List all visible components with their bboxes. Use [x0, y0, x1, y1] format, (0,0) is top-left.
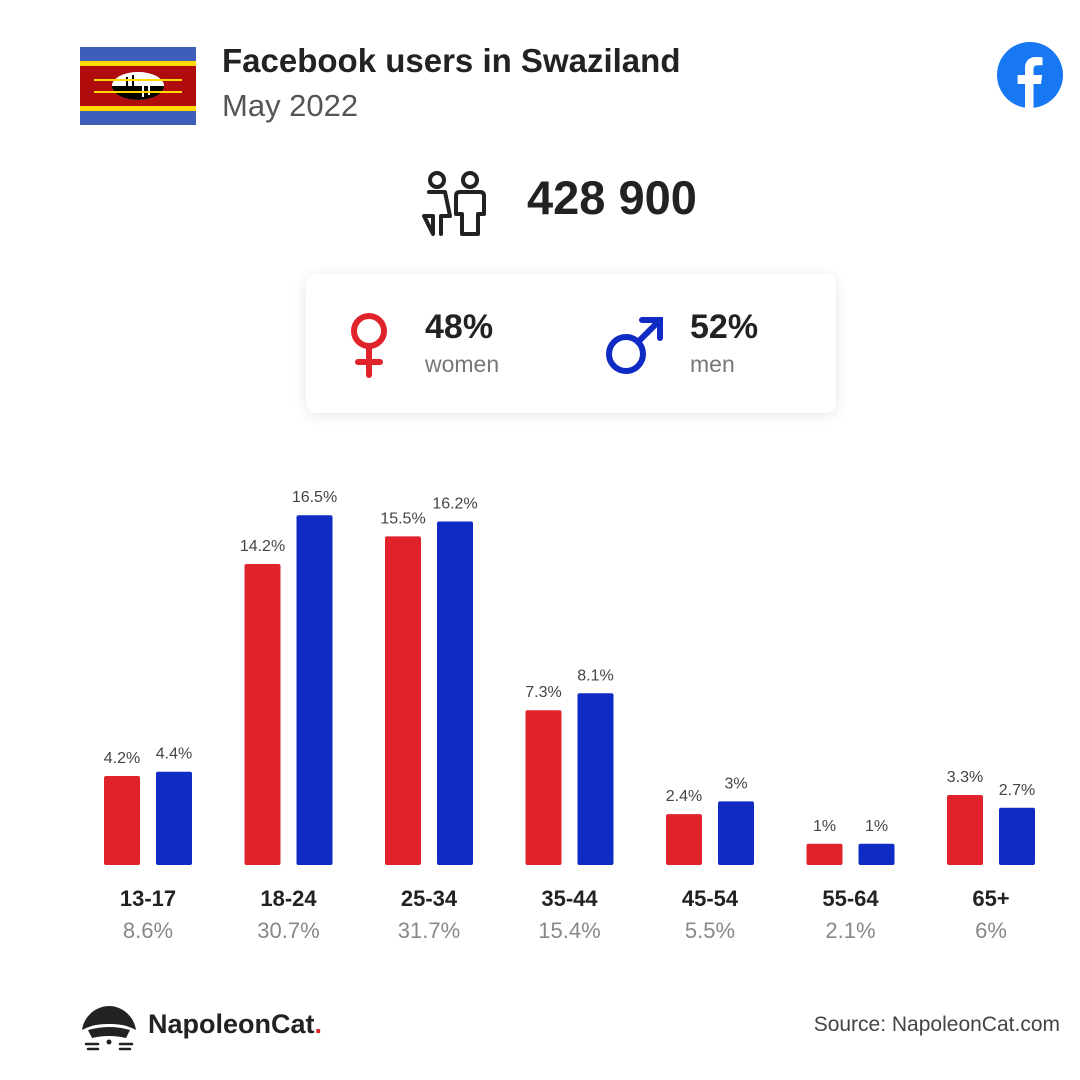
- bar-women-55-64: [806, 843, 843, 865]
- women-label: women: [425, 351, 500, 377]
- male-icon: [606, 317, 663, 374]
- gender-split-card: 48% women 52% men: [306, 274, 836, 413]
- bar-men-45-54: [718, 801, 754, 865]
- bar-women-45-54: [666, 814, 702, 865]
- female-icon: [351, 313, 387, 378]
- age-gender-bar-chart: 4.2% 4.4% 13-17 8.6% 14.2% 16.5% 18-24 30.7% 15.…: [104, 489, 1035, 943]
- bar-value-label-women-35-44: 7.3%: [525, 684, 561, 701]
- age-group-label-55-64: 55-64: [822, 886, 879, 911]
- bar-value-label-men-13-17: 4.4%: [156, 746, 192, 763]
- bar-women-13-17: [104, 775, 140, 865]
- age-group-share-13-17: 8.6%: [123, 918, 173, 943]
- women-percent: 48%: [425, 308, 494, 346]
- age-group-share-18-24: 30.7%: [257, 918, 319, 943]
- age-group-label-25-34: 25-34: [401, 886, 458, 911]
- napoleoncat-logo-icon: [82, 1006, 136, 1051]
- age-group-label-35-44: 35-44: [541, 886, 598, 911]
- bar-value-label-men-65+: 2.7%: [999, 782, 1035, 799]
- age-group-label-65+: 65+: [972, 886, 1009, 911]
- bar-value-label-women-65+: 3.3%: [947, 769, 983, 786]
- brand-name: NapoleonCat: [148, 1009, 315, 1039]
- bar-value-label-men-35-44: 8.1%: [577, 667, 613, 684]
- bar-men-65+: [999, 807, 1035, 865]
- bar-value-label-women-13-17: 4.2%: [104, 750, 140, 767]
- age-group-label-13-17: 13-17: [120, 886, 176, 911]
- bar-value-label-women-25-34: 15.5%: [380, 510, 425, 527]
- men-percent: 52%: [690, 308, 759, 346]
- napoleoncat-brand: NapoleonCat.: [148, 1009, 322, 1040]
- page-subtitle: May 2022: [222, 88, 359, 123]
- total-users-count: 428 900: [527, 171, 697, 224]
- age-group-share-25-34: 31.7%: [398, 918, 460, 943]
- bar-value-label-women-45-54: 2.4%: [666, 788, 702, 805]
- age-group-share-35-44: 15.4%: [538, 918, 600, 943]
- users-icon: [422, 171, 486, 236]
- age-group-share-65+: 6%: [975, 918, 1007, 943]
- brand-dot: .: [314, 1009, 323, 1039]
- bar-value-label-men-18-24: 16.5%: [292, 489, 337, 506]
- page-title: Facebook users in Swaziland: [222, 42, 681, 79]
- age-group-share-45-54: 5.5%: [685, 918, 735, 943]
- bar-men-35-44: [577, 693, 614, 865]
- bar-men-18-24: [296, 515, 333, 865]
- bar-women-25-34: [385, 536, 421, 865]
- bar-value-label-men-25-34: 16.2%: [432, 496, 477, 513]
- bar-value-label-women-55-64: 1%: [813, 818, 836, 835]
- source-credit: Source: NapoleonCat.com: [813, 1013, 1060, 1036]
- bar-value-label-women-18-24: 14.2%: [240, 538, 285, 555]
- bar-men-25-34: [437, 521, 473, 865]
- bar-men-55-64: [858, 843, 895, 865]
- facebook-logo-icon: [997, 42, 1063, 108]
- swaziland-flag: [80, 47, 196, 125]
- age-group-label-18-24: 18-24: [260, 886, 317, 911]
- bar-value-label-men-45-54: 3%: [724, 775, 747, 792]
- age-group-share-55-64: 2.1%: [825, 918, 875, 943]
- bar-women-65+: [947, 795, 983, 865]
- men-label: men: [690, 351, 735, 377]
- bar-men-13-17: [156, 771, 192, 865]
- bar-women-18-24: [244, 563, 281, 865]
- bar-value-label-men-55-64: 1%: [865, 818, 888, 835]
- age-group-label-45-54: 45-54: [682, 886, 739, 911]
- bar-women-35-44: [525, 710, 562, 865]
